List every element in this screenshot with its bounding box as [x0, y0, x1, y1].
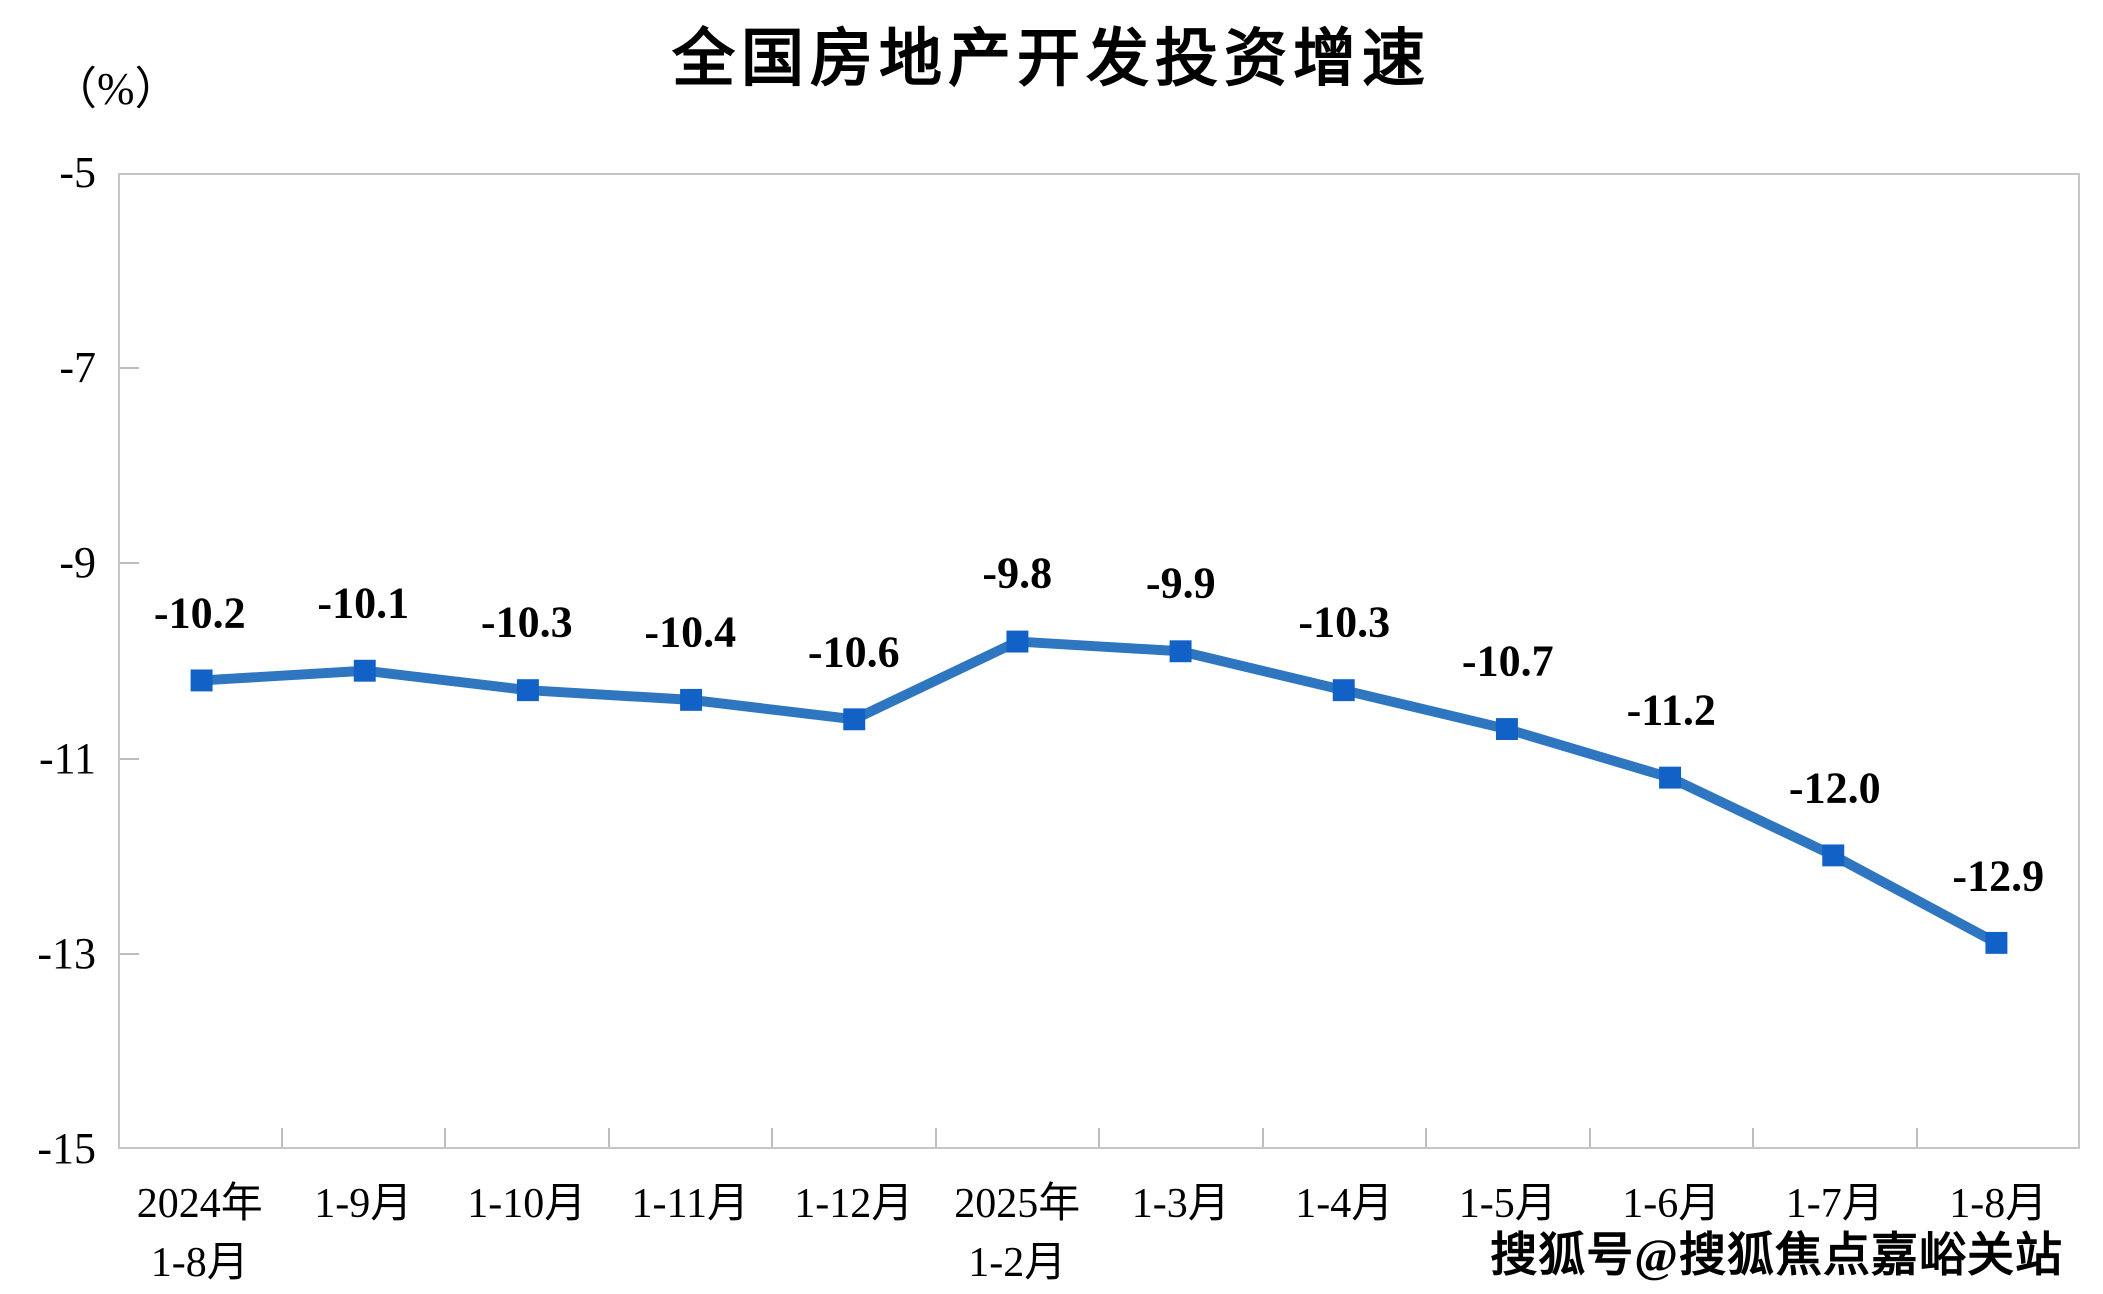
- data-label: -10.2: [153, 588, 246, 638]
- data-point-marker: [1659, 766, 1682, 789]
- x-tick-mark: [607, 1128, 610, 1147]
- y-tick-label: -7: [59, 343, 96, 393]
- y-tick-label: -5: [59, 148, 96, 197]
- y-tick-label: -9: [59, 538, 96, 588]
- data-label: -10.3: [1298, 597, 1391, 647]
- y-tick-label: -13: [37, 928, 96, 978]
- x-tick-mark: [771, 1128, 773, 1147]
- x-tick-mark: [1588, 1128, 1591, 1147]
- x-tick-mark: [1915, 1128, 1918, 1147]
- chart-title: 全国房地产开发投资增速: [672, 24, 1431, 94]
- data-point-marker: [680, 688, 703, 711]
- data-point-marker: [1495, 718, 1518, 740]
- x-axis-label: 1-9月: [314, 1181, 413, 1227]
- x-axis-label: 2024年 1-8月: [136, 1181, 263, 1286]
- data-label: -10.1: [317, 578, 410, 628]
- data-point-marker: [843, 708, 866, 731]
- data-label: -12.0: [1788, 763, 1881, 813]
- data-point-marker: [1169, 640, 1192, 663]
- data-label: -9.9: [1145, 558, 1216, 608]
- data-label: -11.2: [1626, 685, 1716, 735]
- x-axis-label: 1-3月: [1131, 1181, 1230, 1227]
- data-point-marker: [1332, 679, 1355, 702]
- x-tick-mark: [1425, 1128, 1427, 1147]
- data-label: -10.3: [480, 597, 573, 647]
- data-label: -9.8: [982, 548, 1053, 598]
- x-tick-mark: [280, 1128, 283, 1147]
- x-axis-label: 2025年 1-2月: [954, 1181, 1081, 1286]
- y-tick-label: -11: [38, 733, 96, 783]
- x-tick-mark: [1752, 1128, 1754, 1147]
- data-label: -10.7: [1461, 636, 1554, 686]
- line-series: [190, 630, 2008, 954]
- data-point-marker: [1985, 931, 2008, 954]
- plot-area: [118, 173, 2080, 1149]
- x-axis-label: 1-7月: [1785, 1181, 1884, 1227]
- y-tick-mark: [120, 367, 139, 370]
- x-axis-label: 1-4月: [1295, 1181, 1394, 1227]
- y-tick-mark: [120, 757, 139, 760]
- x-axis-label: 1-8月: [1949, 1181, 2048, 1227]
- data-label: -10.4: [644, 607, 737, 657]
- data-point-marker: [516, 679, 539, 702]
- series-line: [196, 636, 2002, 948]
- x-tick-mark: [934, 1128, 937, 1147]
- data-label: -12.9: [1952, 851, 2045, 901]
- x-tick-mark: [1261, 1128, 1264, 1147]
- data-label: -10.6: [807, 627, 900, 677]
- x-axis-label: 1-10月: [467, 1181, 587, 1227]
- y-axis-unit-label: （%）: [52, 64, 180, 114]
- watermark: 搜狐号@搜狐焦点嘉峪关站: [1490, 1230, 2063, 1282]
- data-point-marker: [1006, 630, 1029, 653]
- y-tick-label: -15: [37, 1124, 96, 1173]
- data-point-marker: [190, 669, 213, 692]
- data-point-marker: [353, 659, 376, 682]
- x-axis-label: 1-6月: [1622, 1181, 1721, 1227]
- y-tick-mark: [120, 562, 139, 565]
- x-axis-label: 1-5月: [1458, 1181, 1557, 1227]
- x-tick-mark: [1098, 1128, 1100, 1147]
- x-axis-label: 1-11月: [631, 1181, 749, 1227]
- data-point-marker: [1822, 844, 1845, 867]
- x-tick-mark: [444, 1128, 446, 1147]
- y-tick-mark: [120, 952, 139, 955]
- x-axis-label: 1-12月: [794, 1181, 914, 1227]
